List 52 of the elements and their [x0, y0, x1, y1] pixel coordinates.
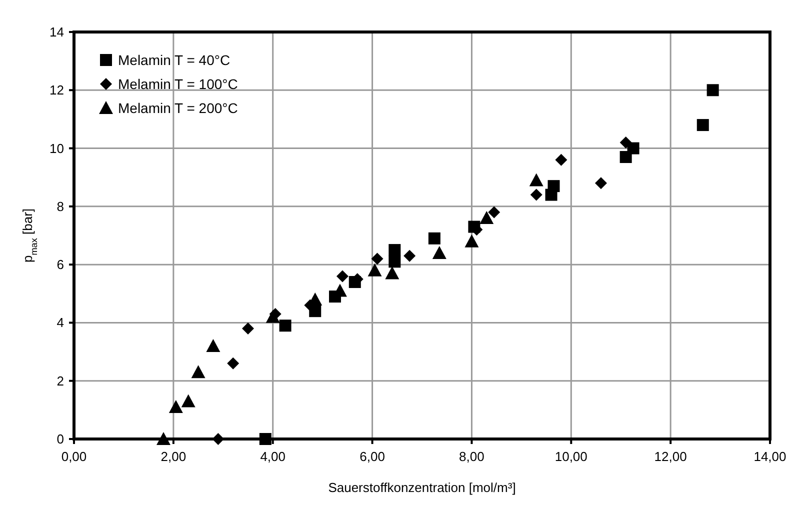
point: [388, 256, 401, 268]
y-tick-label: 6: [56, 257, 64, 272]
x-tick-label: 6,00: [360, 449, 385, 464]
point: [627, 142, 640, 154]
point: [259, 433, 272, 445]
y-tick-label: 12: [50, 82, 64, 98]
legend-label: Melamin T = 40°C: [118, 52, 230, 68]
point: [156, 432, 170, 445]
point: [594, 177, 607, 190]
legend-label: Melamin T = 200°C: [118, 100, 238, 116]
point: [191, 365, 206, 378]
y-tick-label: 4: [56, 315, 64, 330]
point: [428, 232, 440, 244]
y-tick-label: 14: [50, 24, 64, 40]
point: [371, 252, 384, 265]
point: [530, 188, 542, 201]
x-tick-label: 8,00: [459, 449, 484, 464]
point: [555, 154, 568, 166]
point: [242, 322, 254, 335]
point: [696, 119, 709, 132]
point: [368, 263, 382, 276]
y-tick-label: 2: [56, 373, 64, 388]
legend-label: Melamin T = 100°C: [118, 76, 238, 92]
point: [181, 394, 196, 408]
x-tick-label: 10,00: [554, 449, 588, 464]
x-tick-label: 0,00: [61, 449, 87, 464]
point: [336, 270, 348, 282]
point: [464, 234, 479, 248]
point: [488, 206, 500, 218]
y-tick-label: 0: [56, 432, 64, 446]
x-tick-label: 14,00: [754, 449, 786, 464]
point: [706, 84, 719, 96]
point: [620, 136, 632, 148]
x-tick-label: 4,00: [260, 449, 286, 464]
point: [206, 338, 220, 352]
point: [212, 433, 224, 445]
x-axis-title: Sauerstoffkonzentration [mol/m³]: [328, 480, 516, 495]
point: [227, 357, 240, 370]
point: [388, 244, 401, 256]
point: [168, 400, 183, 414]
point: [432, 246, 446, 259]
point: [404, 250, 416, 262]
point: [529, 173, 544, 186]
x-tick-label: 12,00: [654, 449, 687, 464]
y-tick-label: 10: [50, 140, 64, 156]
point: [480, 211, 494, 224]
point: [279, 320, 292, 332]
point: [548, 180, 560, 192]
point: [266, 310, 280, 323]
point: [385, 266, 400, 280]
x-tick-label: 2,00: [160, 449, 186, 464]
y-tick-label: 8: [56, 198, 64, 214]
